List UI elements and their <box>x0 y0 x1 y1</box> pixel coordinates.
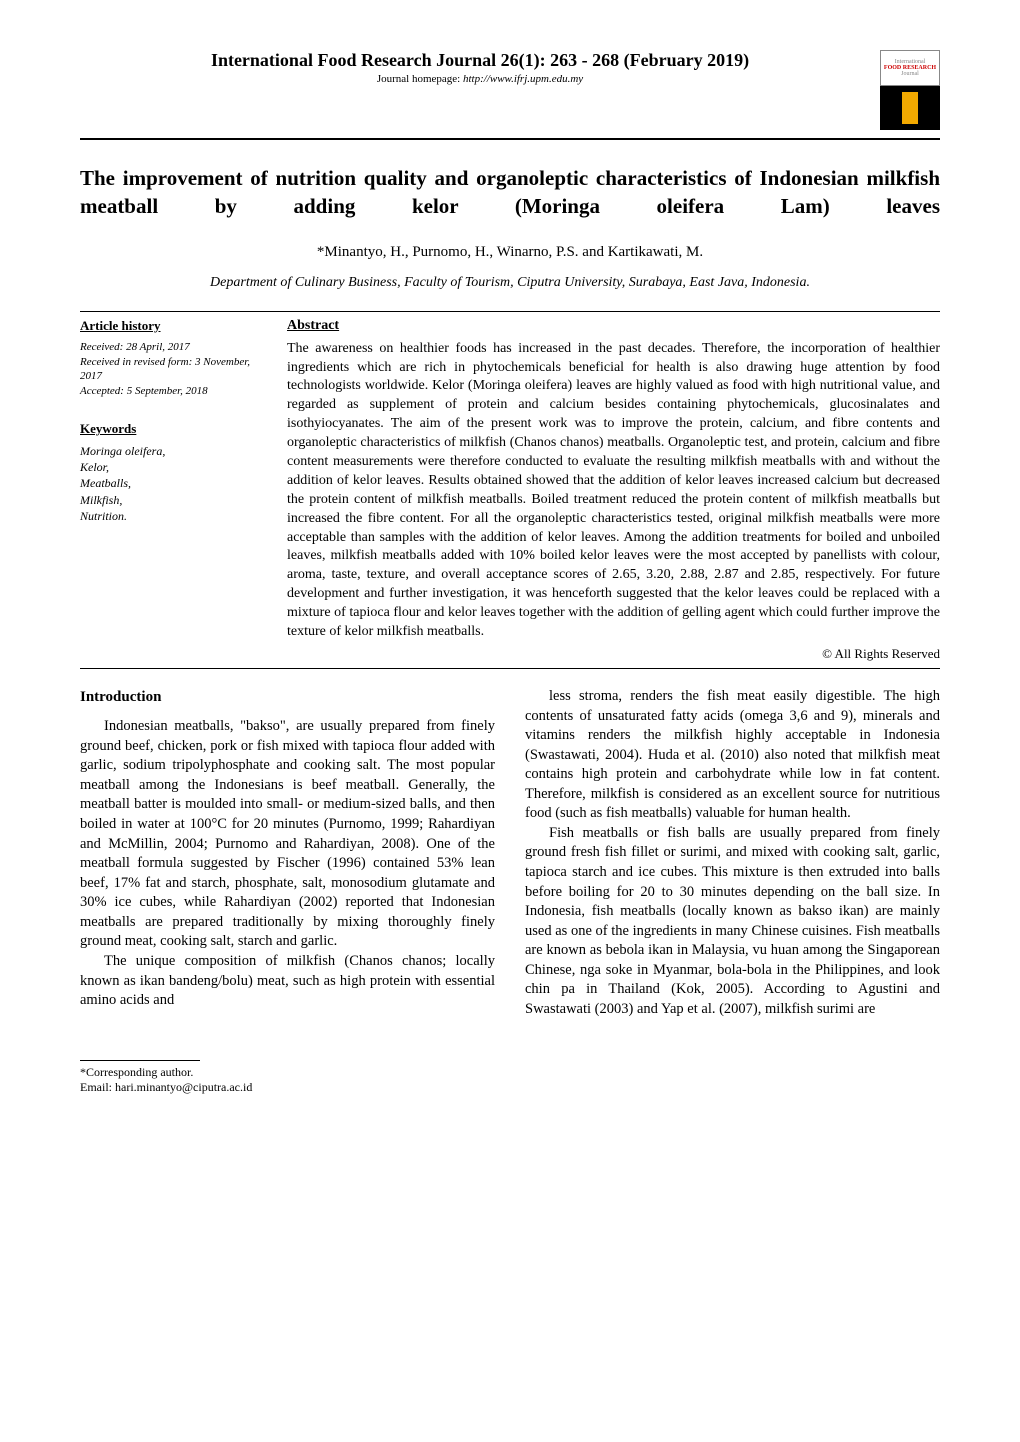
keyword-item: Milkfish, <box>80 492 265 508</box>
journal-homepage-url: http://www.ifrj.upm.edu.my <box>463 73 583 85</box>
logo-line3: Journal <box>901 71 919 77</box>
body-paragraph: less stroma, renders the fish meat easil… <box>525 687 940 824</box>
body-paragraph: Fish meatballs or fish balls are usually… <box>525 824 940 1020</box>
abstract-heading: Abstract <box>287 318 940 334</box>
history-accepted: Accepted: 5 September, 2018 <box>80 384 265 399</box>
journal-header-center: International Food Research Journal 26(1… <box>80 50 880 89</box>
article-history-heading: Article history <box>80 318 265 334</box>
meta-left-column: Article history Received: 28 April, 2017… <box>80 318 265 662</box>
paper-affiliation: Department of Culinary Business, Faculty… <box>80 275 940 291</box>
abstract-column: Abstract The awareness on healthier food… <box>287 318 940 662</box>
body-columns: Introduction Indonesian meatballs, "baks… <box>80 687 940 1020</box>
body-paragraph: Indonesian meatballs, "bakso", are usual… <box>80 717 495 952</box>
history-revised: Received in revised form: 3 November, 20… <box>80 355 265 385</box>
corresponding-author-note: *Corresponding author. <box>80 1065 940 1081</box>
journal-homepage: Journal homepage: http://www.ifrj.upm.ed… <box>80 73 880 85</box>
journal-logo-band <box>902 92 918 124</box>
meta-top-rule <box>80 311 940 312</box>
journal-logo: International FOOD RESEARCH Journal <box>880 50 940 130</box>
copyright-notice: © All Rights Reserved <box>287 646 940 662</box>
journal-homepage-label: Journal homepage: <box>377 73 463 85</box>
keywords-heading: Keywords <box>80 421 265 437</box>
authors-text: *Minantyo, H., Purnomo, H., Winarno, P.S… <box>317 244 703 260</box>
header-rule <box>80 138 940 140</box>
paper-title: The improvement of nutrition quality and… <box>80 164 940 221</box>
corresponding-author-email: Email: hari.minantyo@ciputra.ac.id <box>80 1080 940 1096</box>
body-paragraph: The unique composition of milkfish (Chan… <box>80 952 495 1011</box>
body-column-left: Introduction Indonesian meatballs, "baks… <box>80 687 495 1020</box>
journal-logo-top: International FOOD RESEARCH Journal <box>880 50 940 86</box>
abstract-text: The awareness on healthier foods has inc… <box>287 340 940 642</box>
history-received: Received: 28 April, 2017 <box>80 340 265 355</box>
footer-separator <box>80 1060 200 1061</box>
paper-authors: *Minantyo, H., Purnomo, H., Winarno, P.S… <box>80 241 940 261</box>
introduction-heading: Introduction <box>80 687 495 707</box>
keyword-item: Moringa oleifera, <box>80 443 265 459</box>
meta-row: Article history Received: 28 April, 2017… <box>80 318 940 662</box>
keyword-item: Meatballs, <box>80 475 265 491</box>
meta-bottom-rule <box>80 668 940 669</box>
keywords-block: Keywords Moringa oleifera, Kelor, Meatba… <box>80 421 265 524</box>
keyword-item: Nutrition. <box>80 508 265 524</box>
journal-title: International Food Research Journal 26(1… <box>80 50 880 71</box>
keyword-item: Kelor, <box>80 459 265 475</box>
journal-header: International Food Research Journal 26(1… <box>80 50 940 130</box>
body-column-right: less stroma, renders the fish meat easil… <box>525 687 940 1020</box>
